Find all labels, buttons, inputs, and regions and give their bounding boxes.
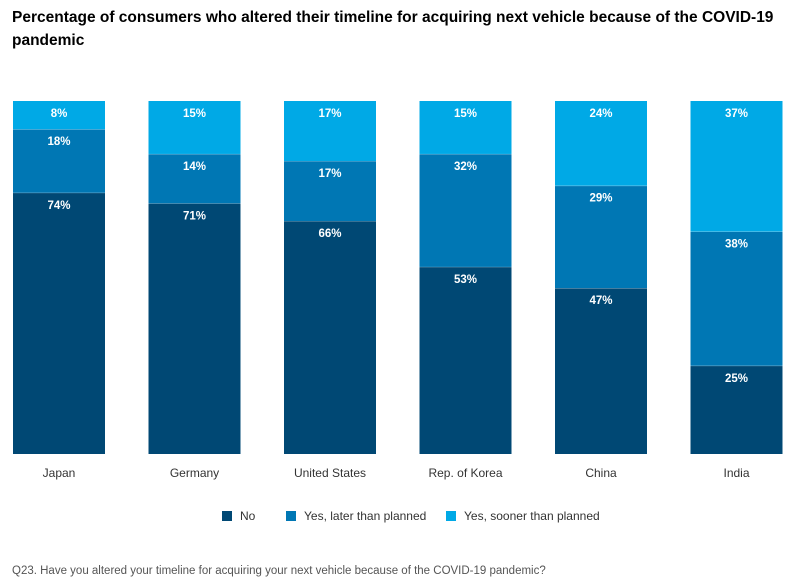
survey-question-footnote: Q23. Have you altered your timeline for …	[12, 565, 546, 577]
bar-segment-sooner	[555, 101, 647, 186]
data-label-no: 25%	[725, 373, 748, 385]
data-label-later: 38%	[725, 239, 748, 251]
legend-item-later: Yes, later than planned	[286, 509, 426, 523]
data-label-no: 71%	[183, 210, 206, 222]
legend-item-no: No	[222, 509, 255, 523]
legend-label-no: No	[240, 509, 256, 523]
bar-segment-sooner	[284, 101, 376, 162]
bar-segment-no	[148, 203, 241, 454]
bar-group-3: 53% 32% 15% Rep. of Korea	[419, 101, 512, 480]
bar-group-4: 47% 29% 24% China	[555, 101, 647, 480]
bar-segment-sooner	[690, 101, 783, 232]
data-label-sooner: 37%	[725, 108, 748, 120]
x-tick-label: United States	[294, 466, 366, 480]
bar-segment-later	[148, 153, 241, 204]
bar-group-1: 71% 14% 15% Germany	[148, 101, 241, 480]
chart-title: Percentage of consumers who altered thei…	[12, 9, 774, 49]
bar-segment-no	[419, 266, 512, 454]
bar-segment-later	[419, 153, 512, 267]
data-label-later: 18%	[47, 136, 70, 148]
legend-item-sooner: Yes, sooner than planned	[446, 509, 600, 523]
bar-segment-later	[13, 129, 105, 193]
legend-label-later: Yes, later than planned	[304, 509, 427, 523]
data-label-later: 29%	[589, 193, 612, 205]
data-label-no: 53%	[454, 274, 477, 286]
bar-segment-sooner	[419, 101, 512, 154]
x-tick-label: China	[585, 466, 617, 480]
legend: No Yes, later than planned Yes, sooner t…	[0, 509, 808, 527]
data-label-sooner: 15%	[183, 108, 206, 120]
data-label-sooner: 15%	[454, 108, 477, 120]
bar-group-2: 66% 17% 17% United States	[284, 101, 376, 480]
data-label-sooner: 24%	[589, 108, 612, 120]
x-tick-label: Rep. of Korea	[428, 466, 502, 480]
data-label-no: 66%	[318, 228, 341, 240]
data-label-no: 47%	[589, 295, 612, 307]
bar-segment-sooner	[13, 101, 105, 130]
x-tick-label: Germany	[170, 466, 219, 480]
stacked-bar-chart: 74% 18% 8% Japan 71% 14% 15% Germany 66% 17% 17% Un…	[13, 101, 783, 480]
data-label-no: 74%	[47, 200, 70, 212]
bar-segment-later	[690, 231, 783, 366]
legend-swatch-sooner	[446, 511, 456, 521]
bar-segment-later	[284, 161, 376, 222]
bar-segment-sooner	[148, 101, 241, 154]
data-label-later: 17%	[318, 168, 341, 180]
data-label-later: 14%	[183, 161, 206, 173]
bar-segment-later	[555, 185, 647, 289]
legend-swatch-no	[222, 511, 232, 521]
bar-segment-no	[690, 365, 783, 454]
bar-group-0: 74% 18% 8% Japan	[13, 101, 105, 480]
bar-segment-no	[555, 288, 647, 454]
bar-segment-no	[284, 221, 376, 454]
data-label-later: 32%	[454, 161, 477, 173]
data-label-sooner: 8%	[51, 108, 68, 120]
x-tick-label: India	[723, 466, 749, 480]
legend-label-sooner: Yes, sooner than planned	[464, 509, 600, 523]
legend-swatch-later	[286, 511, 296, 521]
data-label-sooner: 17%	[318, 108, 341, 120]
bar-group-5: 25% 38% 37% India	[690, 101, 783, 480]
bar-segment-no	[13, 192, 105, 454]
x-tick-label: Japan	[43, 466, 76, 480]
